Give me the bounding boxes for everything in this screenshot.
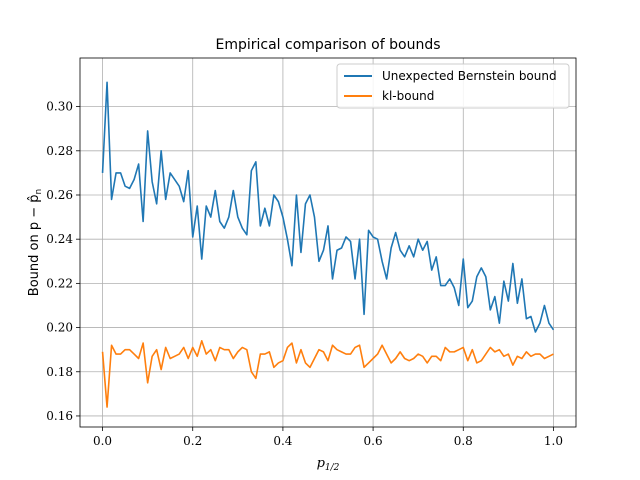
y-tick-label: 0.30 — [46, 100, 73, 114]
x-tick-label: 0.4 — [273, 434, 292, 448]
y-axis-label-main: Bound on p − p̂ — [27, 194, 42, 296]
chart-title: Empirical comparison of bounds — [215, 37, 440, 53]
plot-lines — [101, 81, 555, 408]
x-tick-label: 0.6 — [364, 434, 383, 448]
y-tick-label: 0.20 — [46, 321, 73, 335]
y-tick-label: 0.28 — [46, 144, 73, 158]
x-tick-label: 0.8 — [454, 434, 473, 448]
ticks: 0.0 0.2 0.4 0.6 0.8 1.0 0.16 0.18 0.20 0.22 0.24 0.… — [46, 100, 563, 448]
y-tick-label: 0.18 — [46, 365, 73, 379]
y-tick-label: 0.22 — [46, 276, 73, 290]
x-tick-label: 0.0 — [93, 434, 112, 448]
series-line-1 — [101, 340, 554, 408]
legend: Unexpected Bernstein bound kl-bound — [336, 63, 570, 109]
legend-label-kl: kl-bound — [382, 89, 434, 103]
x-tick-label: 0.2 — [183, 434, 202, 448]
series-line-0 — [101, 81, 555, 333]
grid — [80, 58, 576, 427]
y-axis-label-sub: n — [34, 189, 44, 195]
x-axis-label-main: p — [317, 456, 326, 471]
axes-frame — [79, 57, 577, 428]
x-axis-label-sub: 1/2 — [325, 463, 340, 473]
y-tick-label: 0.26 — [46, 188, 73, 202]
legend-box — [336, 63, 570, 109]
y-tick-label: 0.24 — [46, 232, 73, 246]
legend-label-bernstein: Unexpected Bernstein bound — [382, 69, 557, 83]
y-tick-label: 0.16 — [46, 409, 73, 423]
x-axis-label: p1/2 — [317, 456, 340, 473]
y-axis-label: Bound on p − p̂n — [27, 189, 44, 296]
x-tick-label: 1.0 — [544, 434, 563, 448]
